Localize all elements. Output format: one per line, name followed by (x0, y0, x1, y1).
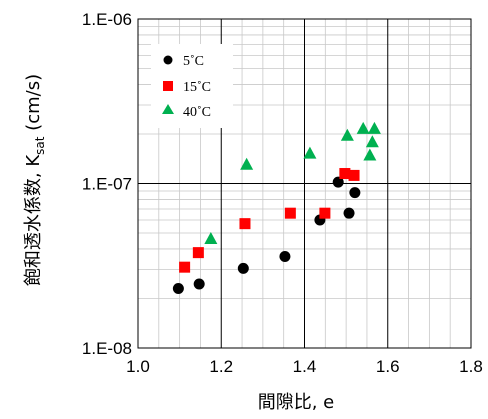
legend-label-40c: 40˚C (183, 105, 211, 120)
data-point-1 (348, 169, 360, 181)
legend-marker-15c (163, 81, 173, 91)
data-point-1 (284, 207, 296, 219)
data-point-2 (240, 157, 254, 170)
data-point-2 (367, 121, 381, 134)
data-point-0 (332, 176, 344, 188)
y-tick-labels: 1.E-08 1.E-07 1.E-06 (82, 10, 132, 358)
x-tick-label: 1.6 (376, 357, 400, 376)
data-point-0 (193, 278, 205, 290)
data-point-2 (356, 121, 370, 134)
data-point-2 (303, 146, 317, 159)
y-axis-label: 飽和透水係数, Ksat (cm/s) (23, 74, 47, 286)
data-point-1 (179, 261, 191, 273)
y-axis-label-main: 飽和透水係数, K (23, 154, 44, 286)
y-axis-label-subscript: sat (33, 136, 47, 155)
data-point-1 (319, 207, 331, 219)
legend-marker-40c (162, 104, 174, 114)
data-points (172, 121, 381, 294)
x-tick-labels: 1.0 1.2 1.4 1.6 1.8 (126, 357, 483, 376)
data-point-2 (365, 135, 379, 148)
y-tick-label: 1.E-08 (82, 339, 132, 358)
data-point-1 (339, 168, 351, 180)
legend: 5˚C 15˚C 40˚C (151, 44, 233, 128)
data-point-2 (363, 148, 377, 161)
legend-label-15c: 15˚C (183, 80, 211, 95)
y-axis-label-unit: (cm/s) (23, 74, 44, 137)
data-point-1 (192, 247, 204, 259)
data-point-2 (204, 231, 218, 244)
data-point-0 (237, 262, 249, 274)
legend-marker-5c (163, 55, 173, 65)
data-point-1 (239, 218, 251, 230)
data-point-2 (340, 128, 354, 141)
x-tick-label: 1.8 (459, 357, 483, 376)
data-point-0 (343, 207, 355, 219)
x-tick-label: 1.0 (126, 357, 150, 376)
legend-label-5c: 5˚C (183, 54, 204, 69)
plot-frame (137, 18, 472, 349)
x-tick-label: 1.2 (209, 357, 233, 376)
data-point-0 (349, 187, 361, 199)
y-tick-label: 1.E-07 (82, 175, 132, 194)
y-tick-label: 1.E-06 (82, 10, 132, 29)
x-tick-label: 1.4 (293, 357, 317, 376)
data-point-0 (279, 250, 291, 262)
data-point-0 (172, 282, 184, 294)
x-axis-label: 間隙比, e (258, 392, 335, 413)
